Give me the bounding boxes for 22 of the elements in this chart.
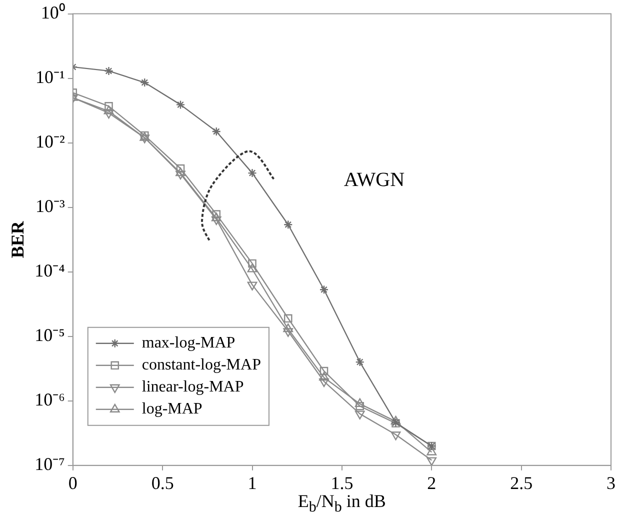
y-tick-label: 10⁻⁴ [34,260,65,281]
y-tick-label: 10⁻⁶ [34,390,65,410]
y-tick-label: 10⁰ [40,2,65,23]
legend-label: constant-log-MAP [142,356,262,374]
x-tick-label: 2 [427,472,436,493]
y-tick-label: 10⁻¹ [35,67,65,88]
x-tick-label: 1 [248,472,257,493]
legend-label: log-MAP [142,400,202,418]
x-tick-label: 0 [68,472,78,493]
y-tick-label: 10⁻⁵ [34,325,65,346]
annotation: AWGN [344,169,405,192]
x-tick-label: 0.5 [151,472,174,493]
y-tick-label: 10⁻⁷ [34,454,65,474]
y-tick-label: 10⁻² [35,132,65,152]
legend-label: max-log-MAP [142,334,236,352]
x-tick-label: 1.5 [330,472,354,493]
y-tick-label: 10⁻³ [35,196,66,216]
y-axis-title: BER [7,220,28,258]
legend-label: linear-log-MAP [142,378,244,396]
x-tick-label: 3 [606,472,616,493]
x-axis-title: E$_{b}$/N$_{b}$ in dB [298,491,386,517]
x-tick-label: 2.5 [510,472,533,493]
